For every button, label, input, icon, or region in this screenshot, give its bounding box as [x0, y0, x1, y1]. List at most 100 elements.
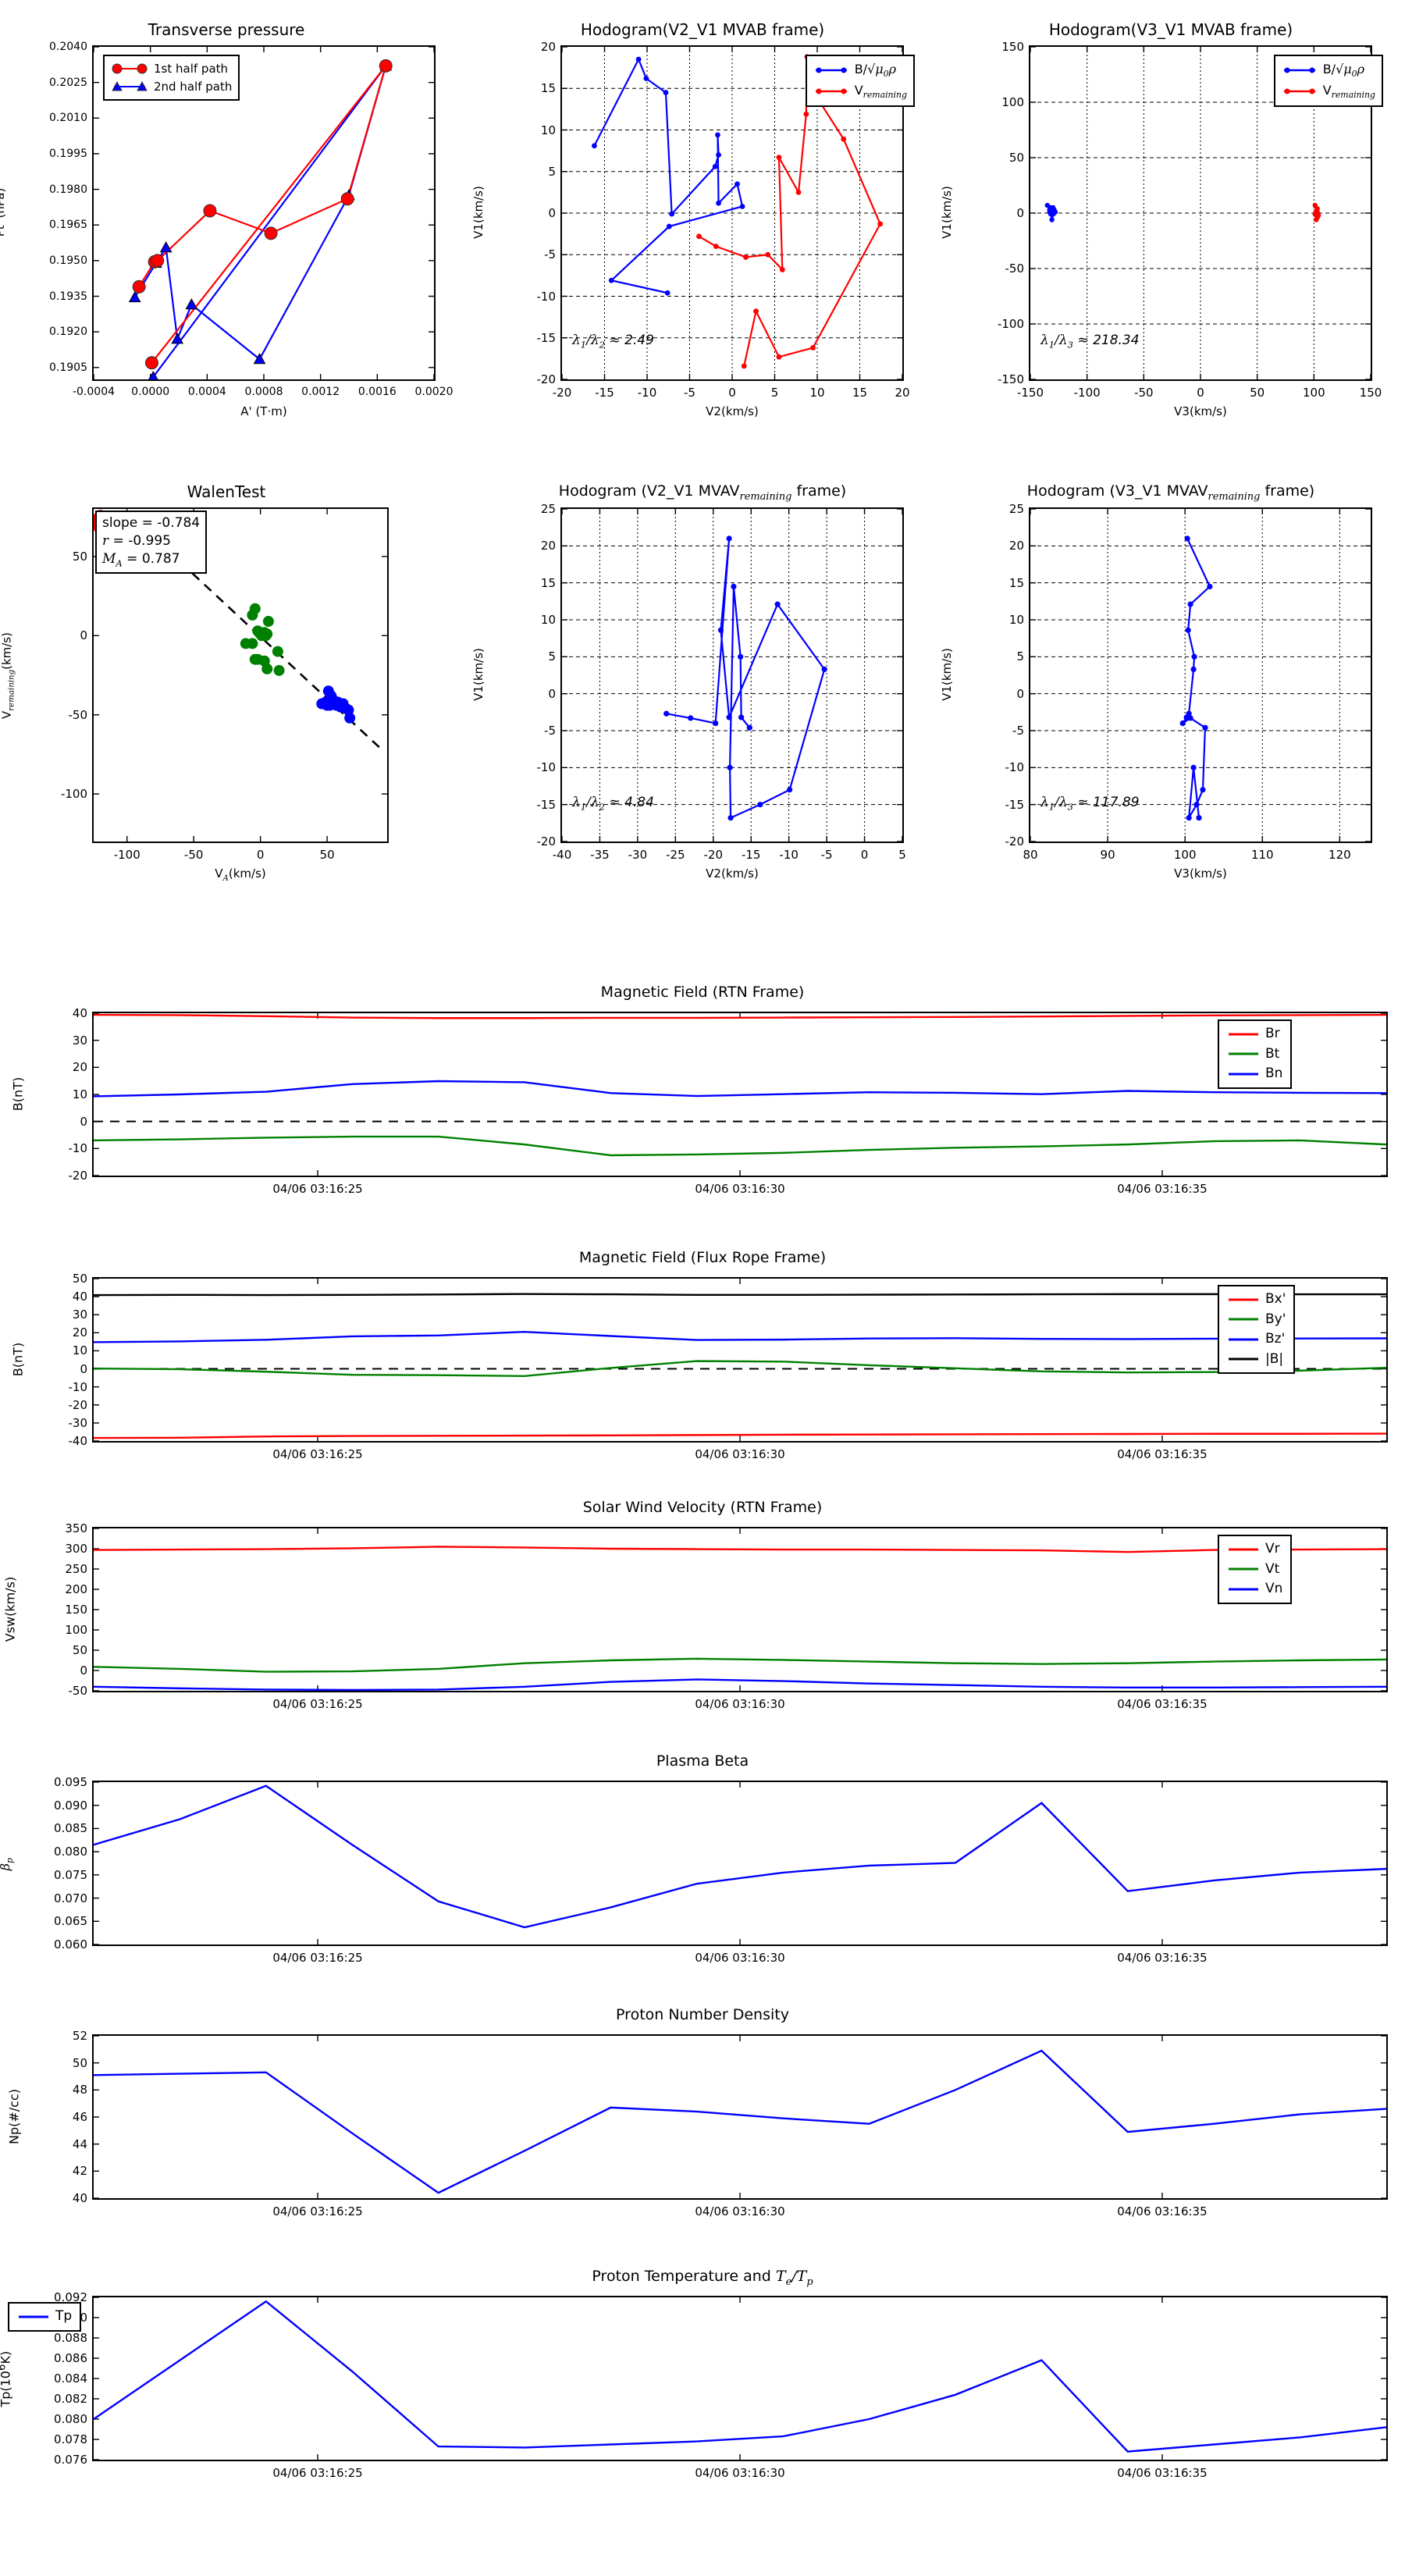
- legend-item[interactable]: Vremaining: [813, 81, 907, 102]
- x-tick-label: 0.0004: [187, 386, 226, 398]
- y-tick-label: 44: [72, 2137, 87, 2151]
- legend-item[interactable]: Bz': [1227, 1329, 1286, 1350]
- x-tick-label: -30: [628, 848, 648, 862]
- panel-title: Proton Number Density: [616, 2006, 789, 2023]
- x-tick-label: -5: [684, 386, 695, 400]
- y-tick-label: 25: [1008, 502, 1024, 516]
- x-tick-label: 120: [1329, 848, 1351, 862]
- y-tick-label: 0.080: [54, 1845, 87, 1859]
- legend-swatch: [1227, 1354, 1260, 1364]
- legend-item[interactable]: Vn: [1227, 1579, 1282, 1599]
- y-tick-label: -10: [68, 1141, 88, 1156]
- legend-swatch: [1227, 1030, 1260, 1039]
- y-tick-label: 15: [1008, 575, 1024, 590]
- y-tick-label: 5: [548, 164, 556, 179]
- legend-item[interactable]: B/√μ0ρ: [813, 60, 907, 81]
- legend-item[interactable]: Vr: [1227, 1539, 1282, 1560]
- legend-item[interactable]: Tp: [17, 2307, 72, 2327]
- y-axis-label: βp: [0, 1857, 16, 1870]
- x-tick-label: -35: [590, 848, 610, 862]
- y-axis-label: V1(km/s): [940, 186, 954, 239]
- legend-proton_temp[interactable]: Tp: [8, 2302, 82, 2332]
- x-tick-label: -100: [113, 848, 140, 862]
- y-tick-label: 10: [72, 1087, 87, 1101]
- y-axis-label: B(nT): [10, 1076, 26, 1112]
- legend-item[interactable]: Bn: [1227, 1064, 1282, 1084]
- walen-stats-box: slope = -0.784 r = -0.995 MA = 0.787: [95, 511, 208, 574]
- x-tick-label: 0: [860, 848, 869, 862]
- x-tick-label: 04/06 03:16:30: [695, 2204, 785, 2218]
- y-tick-label: 100: [1001, 95, 1024, 109]
- y-tick-label: 0.075: [54, 1867, 87, 1882]
- x-tick-label: 100: [1173, 848, 1197, 862]
- legend-label: 2nd half path: [154, 79, 233, 94]
- plot-area: [92, 1781, 1388, 1946]
- legend-item[interactable]: Bx': [1227, 1290, 1286, 1310]
- legend-item[interactable]: Br: [1227, 1024, 1282, 1044]
- legend-item[interactable]: |B|: [1227, 1350, 1286, 1370]
- y-tick-label: 0.092: [54, 2290, 87, 2304]
- y-tick-label: -5: [1012, 724, 1024, 738]
- legend-item[interactable]: Vt: [1227, 1560, 1282, 1580]
- y-tick-label: 46: [72, 2110, 87, 2124]
- y-tick-label: -40: [68, 1434, 88, 1448]
- x-tick-label: -0.0004: [72, 386, 116, 398]
- y-tick-label: 0.1965: [49, 219, 87, 232]
- y-tick-label: 50: [1008, 151, 1024, 165]
- x-axis-label: A' (T·m): [240, 404, 287, 418]
- y-tick-label: 0.078: [54, 2432, 87, 2446]
- y-axis-label: Vsw(km/s): [2, 1576, 18, 1642]
- legend-mag_rtn[interactable]: Br Bt Bn: [1218, 1019, 1293, 1089]
- x-tick-label: -20: [552, 386, 572, 400]
- panel-title: Hodogram(V2_V1 MVAB frame): [580, 20, 825, 39]
- y-tick-label: 0.1950: [49, 254, 87, 267]
- legend-item[interactable]: 2nd half path: [111, 78, 232, 96]
- x-tick-label: 04/06 03:16:30: [695, 2466, 785, 2480]
- y-tick-label: 0: [1016, 206, 1024, 220]
- x-tick-label: 04/06 03:16:35: [1117, 2204, 1208, 2218]
- legend-swatch: [17, 2312, 50, 2322]
- x-tick-label: 0.0020: [414, 386, 454, 398]
- eigenvalue-ratio-annotation: λ1/λ2 ≈ 4.84: [572, 795, 654, 813]
- y-tick-label: -10: [536, 760, 557, 775]
- y-tick-label: 20: [1008, 539, 1024, 553]
- y-tick-label: 48: [72, 2083, 87, 2097]
- panel-mag_rtn: Magnetic Field (RTN Frame) 04/06 03:16:25…: [0, 976, 1405, 1226]
- legend-item[interactable]: By': [1227, 1310, 1286, 1330]
- eigenvalue-ratio-annotation: λ1/λ3 ≈ 218.34: [1040, 333, 1140, 350]
- x-tick-label: 04/06 03:16:35: [1117, 2466, 1208, 2480]
- panel-title: Plasma Beta: [656, 1752, 749, 1770]
- x-tick-label: 04/06 03:16:30: [695, 1951, 785, 1965]
- legend-mag_fluxrope[interactable]: Bx' By' Bz' |B|: [1218, 1285, 1296, 1374]
- legend-swatch: [813, 86, 849, 97]
- legend-hodogram-v2v1-mvab[interactable]: B/√μ0ρ Vremaining: [805, 55, 915, 107]
- y-tick-label: -20: [68, 1397, 88, 1412]
- legend-hodogram-v3v1-mvab[interactable]: B/√μ0ρ Vremaining: [1273, 55, 1383, 107]
- y-tick-label: 10: [540, 123, 556, 137]
- y-tick-label: 0.1920: [49, 326, 87, 339]
- y-tick-label: 0: [80, 1663, 87, 1678]
- legend-swatch: [1227, 1545, 1260, 1554]
- legend-item[interactable]: Vremaining: [1282, 81, 1375, 102]
- legend-vsw_rtn[interactable]: Vr Vt Vn: [1218, 1535, 1293, 1604]
- x-tick-label: -150: [1016, 386, 1044, 400]
- panel-hodogram_v2v1_mvav: Hodogram (V2_V1 MVAVremaining frame) -40-…: [468, 468, 937, 906]
- y-tick-label: 0.088: [54, 2331, 87, 2345]
- legend-swatch: [1227, 1295, 1260, 1304]
- plot-area: [92, 2296, 1388, 2461]
- legend-label: B/√μ0ρ: [1322, 62, 1364, 80]
- legend-item[interactable]: Bt: [1227, 1044, 1282, 1065]
- y-axis-label: V1(km/s): [471, 186, 486, 239]
- y-tick-label: 0.1980: [49, 183, 87, 196]
- x-axis-label: V3(km/s): [1174, 866, 1227, 881]
- y-tick-label: 52: [72, 2029, 87, 2043]
- legend-item[interactable]: B/√μ0ρ: [1282, 60, 1375, 81]
- legend-label: Vremaining: [1322, 82, 1375, 100]
- legend-item[interactable]: 1st half path: [111, 60, 232, 78]
- legend-transverse-pressure[interactable]: 1st half path 2nd half path: [103, 55, 240, 101]
- y-tick-label: 50: [72, 1272, 87, 1286]
- y-tick-label: 20: [540, 40, 556, 54]
- legend-label: Bx': [1265, 1291, 1286, 1307]
- y-tick-label: 250: [65, 1562, 87, 1576]
- x-tick-label: 04/06 03:16:25: [272, 1182, 363, 1196]
